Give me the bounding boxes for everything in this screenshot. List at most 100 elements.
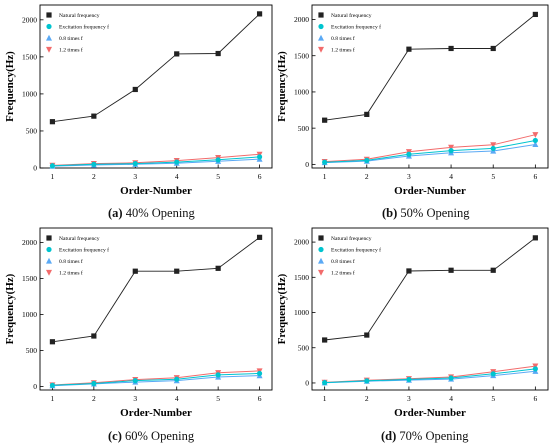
data-point bbox=[322, 117, 328, 123]
series-line bbox=[52, 158, 260, 167]
legend-marker bbox=[46, 246, 52, 253]
legend-label: 1.2 times f bbox=[59, 47, 83, 54]
caption-d: (d) 70% Opening bbox=[381, 429, 469, 443]
data-point bbox=[532, 141, 539, 148]
x-tick-label: 6 bbox=[533, 172, 537, 181]
x-tick-label: 1 bbox=[51, 394, 55, 403]
data-point bbox=[364, 332, 370, 338]
data-point bbox=[448, 267, 454, 273]
chart-panel-4: 0 500 1000 1500 2000 1 2 3 4 5 6 Order-Number Freque… bbox=[276, 227, 549, 419]
data-point bbox=[532, 366, 538, 372]
data-point bbox=[215, 50, 221, 57]
caption-b: (b) 50% Opening bbox=[382, 206, 470, 220]
x-tick-label: 6 bbox=[533, 394, 537, 403]
x-tick-label: 2 bbox=[365, 394, 369, 403]
legend: Natural frequency Excitation frequency f 0… bbox=[318, 12, 381, 54]
x-axis-label: Order-Number bbox=[120, 185, 192, 197]
legend-label: 0.8 times f bbox=[59, 35, 83, 42]
data-point bbox=[256, 154, 263, 160]
series-line bbox=[52, 237, 260, 343]
legend-marker bbox=[318, 23, 324, 30]
y-tick-label: 0 bbox=[33, 382, 37, 391]
data-point bbox=[532, 11, 538, 18]
legend-label: 0.8 times f bbox=[59, 258, 83, 265]
data-point bbox=[532, 235, 538, 241]
plot-frame bbox=[311, 4, 549, 169]
data-point bbox=[448, 45, 454, 52]
series-line bbox=[324, 237, 536, 341]
data-point bbox=[490, 45, 496, 52]
data-point bbox=[448, 148, 454, 154]
legend: Natural frequency Excitation frequency f 0… bbox=[46, 235, 109, 277]
legend-label: 1.2 times f bbox=[331, 270, 355, 277]
data-point bbox=[215, 265, 221, 271]
x-tick-label: 3 bbox=[133, 394, 137, 403]
x-axis-label: Order-Number bbox=[120, 407, 192, 419]
legend-marker bbox=[46, 257, 52, 264]
x-tick-label: 6 bbox=[258, 394, 262, 403]
x-tick-label: 5 bbox=[491, 394, 495, 403]
data-point bbox=[49, 339, 56, 345]
data-point bbox=[49, 119, 56, 125]
data-point bbox=[174, 376, 180, 382]
series-line bbox=[52, 13, 260, 123]
data-point bbox=[364, 378, 370, 384]
data-point bbox=[364, 111, 370, 117]
series-line bbox=[324, 140, 536, 163]
legend-marker bbox=[46, 269, 52, 276]
data-point bbox=[490, 267, 496, 273]
x-axis-label: Order-Number bbox=[394, 185, 466, 197]
x-tick-label: 4 bbox=[175, 172, 179, 181]
data-point bbox=[532, 137, 538, 144]
y-axis-label: Frequency(Hz) bbox=[4, 273, 16, 344]
legend-marker bbox=[46, 34, 52, 41]
x-tick-label: 3 bbox=[133, 172, 137, 181]
legend-marker bbox=[46, 235, 52, 241]
data-point bbox=[174, 51, 180, 57]
legend-label: 0.8 times f bbox=[331, 35, 355, 42]
legend-marker bbox=[318, 235, 324, 241]
y-tick-label: 1500 bbox=[22, 52, 37, 61]
data-point bbox=[91, 380, 97, 387]
chart-panel-1: 0 500 1000 1500 2000 1 2 3 4 5 6 Order-Number Freque… bbox=[4, 4, 273, 197]
legend-label: 1.2 times f bbox=[331, 47, 355, 54]
data-point bbox=[490, 145, 496, 152]
x-tick-label: 5 bbox=[491, 172, 495, 181]
legend-label: Natural frequency bbox=[331, 235, 372, 242]
data-point bbox=[364, 157, 370, 163]
y-tick-label: 500 bbox=[26, 346, 38, 355]
data-point bbox=[406, 376, 412, 383]
data-point bbox=[322, 337, 328, 343]
y-tick-label: 0 bbox=[305, 160, 309, 169]
legend: Natural frequency Excitation frequency f 0… bbox=[318, 235, 381, 277]
data-point bbox=[448, 144, 455, 151]
series-line bbox=[324, 368, 536, 384]
y-tick-label: 0 bbox=[33, 164, 37, 173]
x-tick-label: 4 bbox=[449, 394, 453, 403]
legend: Natural frequency Excitation frequency f 0… bbox=[46, 12, 109, 54]
y-tick-label: 2000 bbox=[22, 15, 37, 24]
data-point bbox=[256, 370, 263, 377]
legend-marker bbox=[318, 34, 324, 41]
x-tick-label: 6 bbox=[258, 172, 262, 181]
data-point bbox=[91, 113, 97, 119]
data-point bbox=[490, 371, 496, 377]
legend-label: 1.2 times f bbox=[59, 270, 83, 277]
y-tick-label: 2000 bbox=[22, 238, 37, 247]
caption-a: (a) 40% Opening bbox=[108, 206, 195, 220]
data-point bbox=[490, 142, 497, 149]
y-axis-label: Frequency(Hz) bbox=[4, 51, 16, 122]
x-tick-label: 2 bbox=[365, 172, 369, 181]
data-point bbox=[406, 46, 412, 52]
plot-frame bbox=[39, 4, 273, 169]
x-tick-label: 3 bbox=[407, 394, 411, 403]
legend-marker bbox=[318, 257, 324, 264]
data-point bbox=[256, 11, 263, 17]
series-line bbox=[324, 134, 536, 163]
x-tick-label: 1 bbox=[323, 394, 327, 403]
y-tick-label: 500 bbox=[298, 124, 310, 133]
y-tick-label: 500 bbox=[298, 343, 310, 352]
data-point bbox=[256, 234, 263, 240]
data-point bbox=[91, 333, 97, 339]
series-line bbox=[324, 144, 536, 164]
